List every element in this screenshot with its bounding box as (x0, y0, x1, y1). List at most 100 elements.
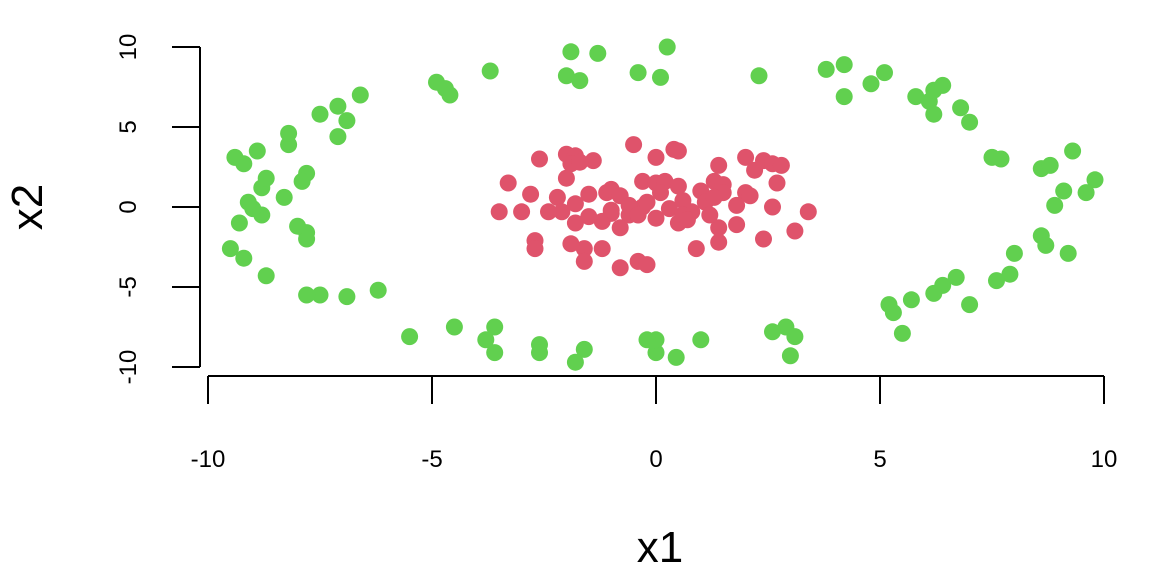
data-point-series-1 (835, 88, 853, 106)
data-point-series-1 (226, 148, 244, 166)
data-point-series-1 (817, 60, 835, 78)
data-point-series-2 (710, 156, 728, 174)
data-point-series-1 (329, 128, 347, 146)
data-point-series-2 (705, 188, 723, 206)
x-tick-label: 5 (873, 446, 886, 473)
data-point-series-1 (275, 188, 293, 206)
data-point-series-1 (1055, 182, 1073, 200)
data-point-series-1 (1001, 265, 1019, 283)
data-point-series-2 (669, 142, 687, 160)
y-tick-label: 5 (115, 120, 142, 133)
data-point-series-1 (235, 249, 253, 267)
x-tick-label: 10 (1091, 446, 1118, 473)
data-point-series-1 (925, 284, 943, 302)
data-point-series-1 (221, 240, 239, 258)
data-point-series-1 (338, 112, 356, 130)
data-point-series-1 (934, 76, 952, 94)
data-point-series-1 (557, 67, 575, 85)
data-point-series-1 (338, 288, 356, 306)
data-point-series-1 (257, 169, 275, 187)
data-point-series-1 (781, 347, 799, 365)
data-point-series-1 (647, 344, 665, 362)
data-point-series-1 (764, 323, 781, 341)
data-point-series-1 (1077, 184, 1095, 202)
data-point-series-1 (329, 97, 347, 115)
data-point-series-2 (580, 185, 598, 203)
data-point-series-2 (799, 203, 817, 221)
data-point-series-1 (486, 344, 504, 362)
data-point-series-2 (553, 203, 571, 221)
x-tick-label: 0 (649, 446, 662, 473)
data-point-series-2 (652, 184, 669, 202)
y-tick-label: 0 (115, 200, 142, 213)
data-point-series-1 (589, 44, 607, 62)
data-point-series-1 (907, 88, 925, 106)
data-point-series-2 (764, 198, 781, 216)
data-point-series-1 (835, 56, 853, 74)
data-point-series-2 (562, 235, 580, 253)
data-point-series-1 (750, 67, 768, 85)
data-point-series-2 (638, 193, 656, 211)
data-point-series-1 (1046, 196, 1064, 214)
data-point-series-1 (638, 331, 656, 349)
x-axis-title: x1 (637, 523, 683, 572)
data-point-series-1 (257, 267, 275, 285)
data-point-series-2 (499, 174, 517, 192)
data-point-series-1 (477, 331, 495, 349)
data-point-series-1 (1059, 244, 1077, 262)
data-point-series-1 (658, 38, 676, 56)
data-point-series-1 (902, 291, 920, 309)
data-point-series-2 (575, 252, 593, 270)
data-point-series-2 (786, 222, 804, 240)
data-point-series-2 (741, 187, 759, 205)
data-point-series-1 (961, 296, 979, 314)
x-tick-label: -5 (421, 446, 442, 473)
data-point-series-2 (669, 177, 687, 195)
data-point-series-1 (566, 353, 584, 371)
data-point-series-1 (248, 142, 266, 160)
data-point-series-1 (1037, 236, 1055, 254)
data-point-series-1 (289, 217, 307, 235)
data-point-series-2 (526, 240, 544, 258)
data-point-series-2 (737, 148, 755, 166)
data-point-series-1 (862, 75, 880, 93)
data-point-series-1 (575, 340, 593, 358)
data-point-series-2 (687, 240, 705, 258)
data-point-series-2 (522, 185, 540, 203)
data-point-series-2 (611, 259, 629, 277)
data-point-series-2 (674, 192, 692, 210)
data-point-series-2 (490, 203, 508, 221)
data-point-series-1 (988, 272, 1005, 290)
data-point-series-2 (678, 211, 696, 229)
data-point-series-2 (728, 196, 746, 214)
data-point-series-1 (1064, 142, 1082, 160)
data-point-series-2 (647, 148, 665, 166)
data-point-series-1 (441, 86, 459, 104)
data-point-series-2 (768, 174, 786, 192)
data-point-series-2 (593, 240, 611, 258)
y-tick-label: 10 (115, 34, 142, 61)
data-point-series-1 (311, 105, 329, 123)
data-point-series-1 (777, 318, 795, 336)
y-axis: -10 -5 0 5 10 (115, 34, 201, 385)
data-point-series-2 (540, 203, 557, 221)
y-tick-label: -10 (115, 350, 142, 385)
data-point-series-2 (772, 156, 790, 174)
data-point-series-1 (1041, 156, 1059, 174)
data-point-series-1 (952, 99, 970, 117)
data-point-series-1 (893, 324, 911, 342)
data-point-series-1 (667, 348, 685, 366)
data-point-series-1 (1086, 171, 1104, 189)
data-point-series-2 (755, 230, 772, 248)
data-point-series-1 (1005, 244, 1023, 262)
data-point-series-1 (311, 286, 329, 304)
data-point-series-2 (728, 216, 746, 234)
data-point-series-1 (280, 124, 298, 142)
data-point-series-1 (481, 62, 499, 80)
data-point-series-1 (961, 113, 979, 131)
data-point-series-1 (629, 64, 647, 82)
data-point-series-2 (638, 256, 656, 274)
y-axis-title: x2 (3, 184, 52, 230)
data-point-series-1 (692, 331, 710, 349)
data-point-series-2 (625, 136, 643, 154)
